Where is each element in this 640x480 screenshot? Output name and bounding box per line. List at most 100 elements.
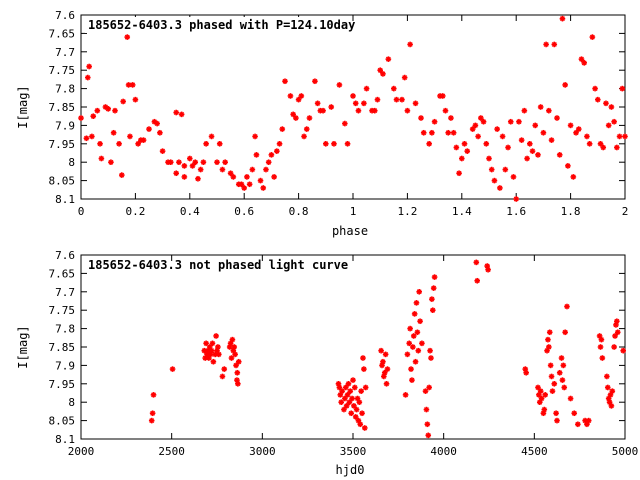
phased-data-point [412, 100, 419, 107]
phased-data-point [518, 137, 525, 143]
phased-data-point [260, 185, 267, 191]
unphased-data-point [408, 366, 414, 372]
phased-data-point [86, 63, 92, 70]
phased-data-point [293, 115, 299, 121]
unphased-data-point [417, 318, 423, 325]
unphased-data-point [216, 351, 222, 358]
phased-data-point [361, 100, 367, 107]
phased-data-point [380, 71, 386, 77]
unphased-data-point [485, 266, 491, 273]
phased-data-point [486, 155, 492, 162]
phased-data-point [516, 118, 522, 125]
unphased-data-point [541, 406, 548, 413]
unphased-data-point [149, 410, 156, 417]
phased-data-point [505, 144, 511, 151]
unphased-data-point [608, 403, 615, 409]
phased-data-point [187, 155, 193, 162]
unphased-data-point [406, 340, 413, 347]
unphased-data-point [350, 377, 356, 383]
phased-x-tick-label: 1.4 [452, 205, 472, 218]
unphased-y-axis-label: I[mag] [16, 325, 30, 368]
phased-data-point [178, 111, 185, 118]
phased-data-point [328, 104, 335, 110]
phased-data-point [94, 107, 101, 114]
phased-data-point [374, 96, 381, 103]
phased-data-point [219, 166, 226, 173]
phased-data-point [391, 85, 397, 92]
phased-data-point [216, 141, 223, 147]
phased-data-point [570, 174, 577, 180]
phased-data-point [274, 148, 280, 154]
phased-x-tick-label: 1.8 [561, 205, 581, 218]
phased-data-point [371, 107, 378, 114]
phased-data-point [323, 141, 329, 147]
phased-data-point [352, 100, 359, 107]
phased-data-point [127, 133, 133, 140]
phased-chart-panel: 0 0.2 0.4 0.6 0.8 1 1.2 1.4 1.6 1.8 2 7.6 7.65 7.7 7.7… [16, 9, 628, 238]
unphased-data-point [362, 384, 369, 391]
unphased-data-point [536, 399, 543, 405]
unphased-data-point [547, 362, 554, 369]
phased-data-point [298, 93, 305, 99]
unphased-data-point [564, 303, 570, 310]
phased-data-point [548, 137, 555, 143]
unphased-data-point [559, 377, 566, 383]
phased-data-point [418, 115, 424, 121]
phased-data-point [287, 93, 294, 99]
unphased-data-point [381, 369, 388, 376]
phased-data-point [312, 78, 318, 85]
unphased-data-point [416, 289, 422, 295]
phased-data-point [556, 152, 563, 158]
phased-data-point [537, 104, 544, 110]
unphased-data-point [359, 410, 365, 417]
unphased-data-point [598, 336, 605, 343]
unphased-data-point [620, 347, 626, 354]
unphased-data-point [609, 388, 616, 394]
phased-data-point [497, 185, 503, 191]
unphased-data-point [349, 395, 355, 402]
unphased-data-point [169, 366, 176, 372]
unphased-data-point [231, 344, 238, 350]
phased-data-point [448, 115, 454, 121]
unphased-data-point [235, 358, 242, 365]
phased-data-point [453, 144, 460, 151]
unphased-data-point [360, 355, 366, 361]
phased-data-point [554, 115, 560, 121]
phased-x-tick-label: 1.2 [397, 205, 417, 218]
phased-data-point [551, 41, 558, 48]
unphased-data-point [546, 344, 552, 350]
unphased-x-tick-label: 2500 [158, 445, 185, 458]
unphased-data-point [537, 388, 544, 394]
unphased-data-point [347, 388, 354, 394]
unphased-data-point [604, 384, 611, 391]
phased-x-tick-label: 0.6 [234, 205, 254, 218]
unphased-data-point [215, 344, 221, 350]
phased-data-point [575, 126, 582, 132]
phased-data-point [279, 126, 286, 132]
phased-data-point [442, 107, 449, 114]
phased-data-point [619, 85, 626, 92]
unphased-x-tick-label: 2000 [68, 445, 95, 458]
unphased-data-point [411, 311, 418, 317]
phased-data-point [97, 141, 103, 147]
phased-data-point [108, 159, 114, 165]
phased-data-point [600, 144, 607, 151]
phased-data-point [499, 133, 506, 140]
phased-data-point [83, 135, 90, 142]
unphased-data-point [234, 369, 241, 376]
unphased-data-point [383, 381, 390, 387]
unphased-y-tick-label: 8.05 [49, 415, 76, 428]
phased-data-point [222, 159, 228, 165]
phased-data-point [464, 148, 471, 154]
phased-y-tick-label: 8 [68, 156, 75, 169]
phased-x-tick-label: 1.6 [506, 205, 526, 218]
phased-data-point [377, 67, 383, 73]
phased-y-tick-label: 7.75 [49, 64, 76, 77]
unphased-data-point [210, 358, 217, 365]
phased-data-point [363, 85, 370, 92]
unphased-data-point [339, 388, 345, 394]
unphased-data-point [614, 318, 620, 325]
unphased-y-tick-label: 7.7 [55, 286, 75, 299]
unphased-data-point [232, 351, 238, 358]
